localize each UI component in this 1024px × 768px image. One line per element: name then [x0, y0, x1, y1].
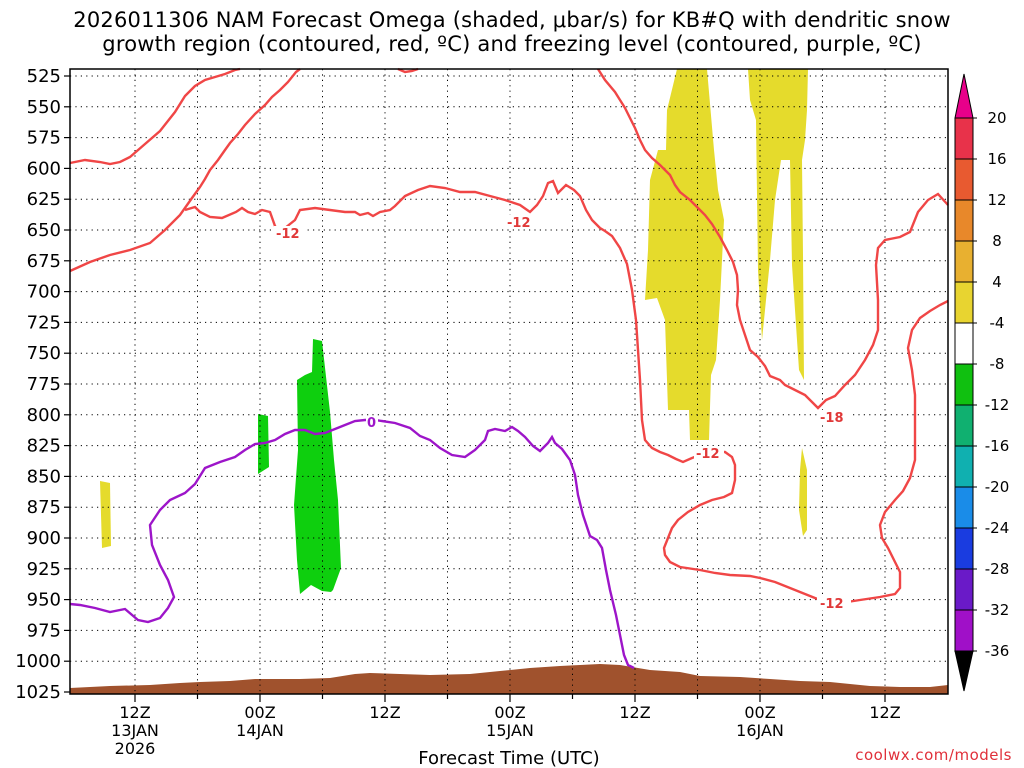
y-tick-label: 825	[27, 436, 61, 457]
colorbar-bottom-arrow	[954, 650, 974, 692]
colorbar-swatch	[954, 158, 974, 201]
chart-title-line-2: growth region (contoured, red, ºC) and f…	[102, 32, 922, 56]
x-tick-label: 16JAN	[736, 721, 784, 740]
terrain-fill	[70, 664, 948, 694]
contour-label-minus12-b: -12	[507, 216, 531, 231]
y-tick-label: 700	[27, 282, 61, 303]
omega-shade-yellow-tiny	[799, 448, 807, 536]
colorbar-label: 4	[992, 273, 1002, 291]
y-tick-label: 750	[27, 343, 61, 364]
y-tick-label: 950	[27, 590, 61, 611]
colorbar-label: 12	[987, 191, 1006, 209]
y-tick-label: 525	[27, 66, 61, 87]
x-axis-title: Forecast Time (UTC)	[418, 748, 599, 768]
y-tick-label: 600	[27, 158, 61, 179]
colorbar-swatch	[954, 281, 974, 324]
x-tick-label: 12Z	[369, 703, 400, 722]
colorbar-label: -36	[985, 642, 1010, 660]
colorbar-label: -20	[985, 478, 1010, 496]
colorbar-top-arrow	[954, 73, 974, 119]
plot-area: -12 -12 -12 -18 -12 0	[69, 67, 949, 695]
colorbar-label: 20	[987, 109, 1006, 127]
colorbar-swatch	[954, 486, 974, 529]
y-tick-label: 675	[27, 251, 61, 272]
y-tick-label: 1025	[15, 682, 61, 703]
x-tick-label: 15JAN	[486, 721, 534, 740]
x-tick-label: 13JAN	[111, 721, 159, 740]
colorbar-label: -32	[985, 601, 1010, 619]
omega-shading	[100, 69, 808, 594]
colorbar-label: -12	[985, 396, 1010, 414]
colorbar-label: -16	[985, 437, 1010, 455]
colorbar-swatch	[954, 117, 974, 160]
contour-label-zero: 0	[367, 416, 376, 431]
x-tick-label: 12Z	[619, 703, 650, 722]
colorbar-swatch	[954, 609, 974, 652]
x-tick-label: 12Z	[119, 703, 150, 722]
colorbar-swatch	[954, 199, 974, 242]
y-tick-label: 875	[27, 497, 61, 518]
y-tick-label: 725	[27, 312, 61, 333]
dgz-contour-minus18	[596, 68, 949, 410]
colorbar-swatch	[954, 404, 974, 447]
y-tick-label: 1000	[15, 651, 61, 672]
contour-labels: -12 -12 -12 -18 -12 0	[274, 215, 851, 612]
contour-label-minus12-d: -12	[820, 597, 844, 612]
colorbar: 20 16 12 8 4 -4 -8 -12 -16 -20 -24 -28 -32 -36	[954, 73, 1010, 692]
plot-frame	[69, 68, 949, 695]
colorbar-swatch	[954, 527, 974, 570]
omega-shade-yellow-right	[748, 69, 808, 380]
y-tick-label: 650	[27, 220, 61, 241]
dgz-contours	[69, 67, 949, 605]
colorbar-label: -4	[990, 314, 1005, 332]
grid	[70, 69, 948, 694]
omega-shade-yellow-large	[645, 69, 724, 440]
colorbar-label: -24	[985, 519, 1010, 537]
colorbar-swatch	[954, 363, 974, 406]
x-tick-label: 14JAN	[236, 721, 284, 740]
dgz-contour-top-mid	[397, 67, 419, 74]
y-tick-label: 775	[27, 374, 61, 395]
y-tick-label: 625	[27, 189, 61, 210]
y-tick-label: 550	[27, 97, 61, 118]
y-tick-label: 800	[27, 405, 61, 426]
x-tick-label: 2026	[115, 739, 156, 758]
colorbar-label: -28	[985, 560, 1010, 578]
plot-background	[70, 69, 948, 694]
y-tick-label: 900	[27, 528, 61, 549]
dgz-contour-upper-left	[69, 68, 301, 273]
colorbar-swatch	[954, 322, 974, 365]
contour-label-minus12-a: -12	[276, 227, 300, 242]
dgz-contour-top-left	[69, 67, 241, 166]
freezing-level-contour	[69, 418, 635, 670]
y-tick-label: 850	[27, 466, 61, 487]
omega-shade-yellow-small	[100, 481, 111, 548]
credit-text: coolwx.com/models	[855, 746, 1012, 764]
colorbar-swatch	[954, 568, 974, 611]
omega-shade-green-large	[294, 339, 341, 594]
contour-label-minus18: -18	[820, 411, 844, 426]
contour-label-minus12-c: -12	[696, 447, 720, 462]
y-tick-label: 925	[27, 559, 61, 580]
colorbar-label: 8	[992, 232, 1002, 250]
x-tick-label: 00Z	[744, 703, 775, 722]
x-tick-label: 12Z	[869, 703, 900, 722]
colorbar-swatch	[954, 445, 974, 488]
chart-title-line-1: 2026011306 NAM Forecast Omega (shaded, μ…	[73, 8, 951, 32]
colorbar-label: 16	[987, 150, 1006, 168]
x-tick-label: 00Z	[244, 703, 275, 722]
dgz-contour-minus12	[184, 179, 949, 605]
colorbar-swatch	[954, 240, 974, 283]
y-tick-label: 975	[27, 620, 61, 641]
colorbar-label: -8	[990, 355, 1005, 373]
x-tick-label: 00Z	[494, 703, 525, 722]
y-axis: 525 550 575 600 625 650 675 700 725 750 775 800 825 8…	[15, 66, 70, 703]
y-tick-label: 575	[27, 128, 61, 149]
